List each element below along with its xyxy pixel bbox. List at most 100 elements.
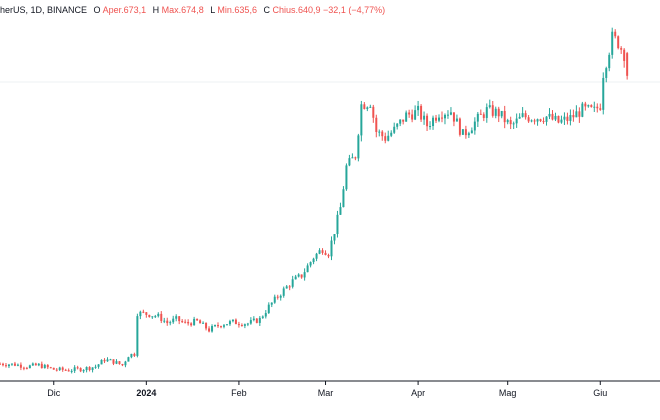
candle-body [551, 113, 554, 120]
candle-body [130, 353, 133, 358]
candle-body [372, 106, 375, 118]
candle-body [97, 364, 100, 367]
candle-body [563, 116, 566, 120]
candle-body [593, 106, 596, 108]
candle-body [620, 48, 623, 50]
candle-body [518, 116, 521, 119]
candle-body [234, 319, 237, 325]
candle-body [482, 114, 485, 118]
candle-body [294, 276, 297, 280]
candle-body [440, 117, 443, 119]
candle-body [4, 365, 7, 367]
candle-body [285, 286, 288, 289]
candle-body [264, 313, 267, 317]
candle-body [43, 365, 46, 369]
candle-body [452, 112, 455, 122]
candle-body [429, 126, 432, 128]
candle-body [542, 121, 545, 123]
open-label: O [93, 5, 101, 15]
candle-body [255, 318, 258, 323]
candle-body [121, 364, 124, 366]
candle-body [354, 157, 357, 159]
candle-body [327, 254, 330, 257]
candle-body [154, 316, 157, 318]
candle-body [387, 135, 390, 141]
candle-body [461, 129, 464, 135]
candle-body [491, 105, 494, 116]
candle-body [411, 114, 414, 120]
candle-body [318, 250, 321, 254]
candle-body [100, 359, 103, 365]
candle-body [399, 119, 402, 124]
candle-body [136, 316, 139, 356]
candle-body [545, 116, 548, 122]
candle-body [222, 325, 225, 327]
candle-body [363, 104, 366, 109]
candle-body [623, 49, 626, 61]
candle-body [548, 113, 551, 117]
candle-body [76, 367, 79, 369]
candle-body [521, 113, 524, 117]
candle-body [309, 262, 312, 266]
candle-body [34, 363, 37, 366]
candle-body [118, 361, 121, 365]
candle-body [28, 365, 31, 369]
candle-body [55, 369, 58, 371]
candle-body [139, 311, 142, 317]
candle-body [369, 106, 372, 108]
candle-body [479, 113, 482, 115]
x-tick-label: Mag [499, 388, 517, 398]
symbol-label: herUS, 1D, BINANCE [0, 5, 88, 15]
candle-body [321, 250, 324, 253]
candle-body [467, 133, 470, 136]
candle-body [10, 363, 13, 365]
x-tick-label: Apr [411, 388, 425, 398]
low-text: Min. [217, 5, 235, 15]
candle-body [524, 113, 527, 118]
candle-body [19, 364, 22, 368]
candle-body [258, 317, 261, 323]
candle-body [530, 120, 533, 122]
candle-body [458, 118, 461, 135]
candle-body [512, 123, 515, 125]
candle-body [211, 326, 214, 332]
candle-body [536, 119, 539, 122]
candle-body [333, 234, 336, 241]
candle-body [324, 252, 327, 255]
candle-body [348, 158, 351, 166]
candle-body [127, 357, 130, 362]
candle-body [202, 322, 205, 324]
low-label: L [210, 5, 215, 15]
candle-body [408, 112, 411, 115]
candle-body [443, 114, 446, 119]
candle-body [184, 321, 187, 323]
candle-body [133, 353, 136, 356]
candle-body [7, 364, 10, 367]
candle-body [366, 107, 369, 109]
candle-body [282, 288, 285, 296]
high-text: Max. [161, 5, 182, 15]
candles [0, 27, 629, 374]
candle-body [0, 363, 1, 365]
x-axis-ticks: Dic 2024 Feb Mar Apr Mag Giu [47, 381, 607, 398]
candle-body [581, 103, 584, 117]
x-tick-label: Giu [593, 388, 607, 398]
candle-body [148, 314, 151, 318]
candle-body [249, 320, 252, 324]
candle-body [297, 274, 300, 277]
candle-body [61, 367, 64, 370]
candle-body [336, 214, 339, 235]
candle-body [205, 322, 208, 329]
candle-body [115, 361, 118, 364]
candle-body [494, 108, 497, 116]
candle-body [455, 118, 458, 122]
candle-body [426, 115, 429, 127]
candle-body [438, 117, 441, 121]
candle-body [151, 316, 154, 318]
candle-body [79, 368, 82, 372]
candle-body [276, 296, 279, 298]
close-value: 640,9 [298, 5, 321, 15]
candle-body [393, 126, 396, 133]
candle-body [13, 363, 16, 366]
